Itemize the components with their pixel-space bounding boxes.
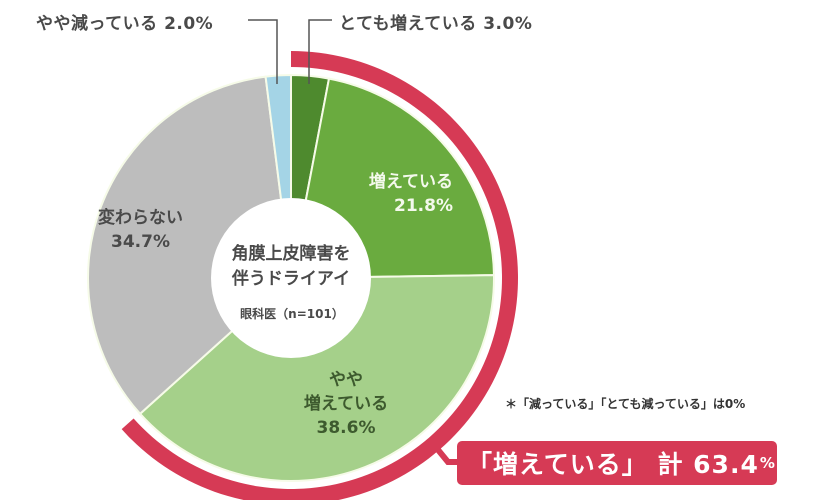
label-slightly-increasing-line1: やや bbox=[329, 370, 363, 390]
center-sample-size: 眼科医（n=101） bbox=[240, 307, 344, 321]
label-unchanged: 変わらない 34.7% bbox=[98, 206, 183, 254]
label-increasing-value: 21.8% bbox=[394, 196, 453, 216]
highlight-arc-increasing-total bbox=[121, 51, 518, 500]
callout-text: 「増えている」 計 63.4 bbox=[467, 450, 759, 479]
label-increasing: 増えている 21.8% bbox=[344, 170, 453, 218]
footnote: ＊「減っている」「とても減っている」は0% bbox=[505, 397, 746, 411]
label-unchanged-value: 34.7% bbox=[111, 232, 170, 252]
center-title: 角膜上皮障害を 伴うドライアイ bbox=[211, 242, 371, 292]
leader-line-greatly-increasing bbox=[308, 19, 332, 84]
label-greatly-increasing: とても増えている 3.0% bbox=[339, 14, 533, 34]
label-slightly-decreasing: やや減っている 2.0% bbox=[36, 14, 214, 34]
center-title-line1: 角膜上皮障害を bbox=[231, 244, 351, 264]
total-increasing-callout: 「増えている」 計 63.4% bbox=[457, 441, 777, 485]
leader-line-slightly-decreasing bbox=[248, 19, 278, 84]
label-increasing-name: 増えている bbox=[368, 172, 453, 192]
center-title-line2: 伴うドライアイ bbox=[231, 269, 351, 289]
label-slightly-increasing: やや 増えている 38.6% bbox=[286, 368, 406, 440]
label-slightly-increasing-value: 38.6% bbox=[316, 418, 376, 438]
label-slightly-increasing-line2: 増えている bbox=[303, 394, 389, 414]
donut-hole bbox=[211, 198, 371, 358]
label-unchanged-name: 変わらない bbox=[98, 208, 183, 228]
callout-unit: % bbox=[759, 454, 776, 472]
callout-connector bbox=[427, 438, 460, 465]
